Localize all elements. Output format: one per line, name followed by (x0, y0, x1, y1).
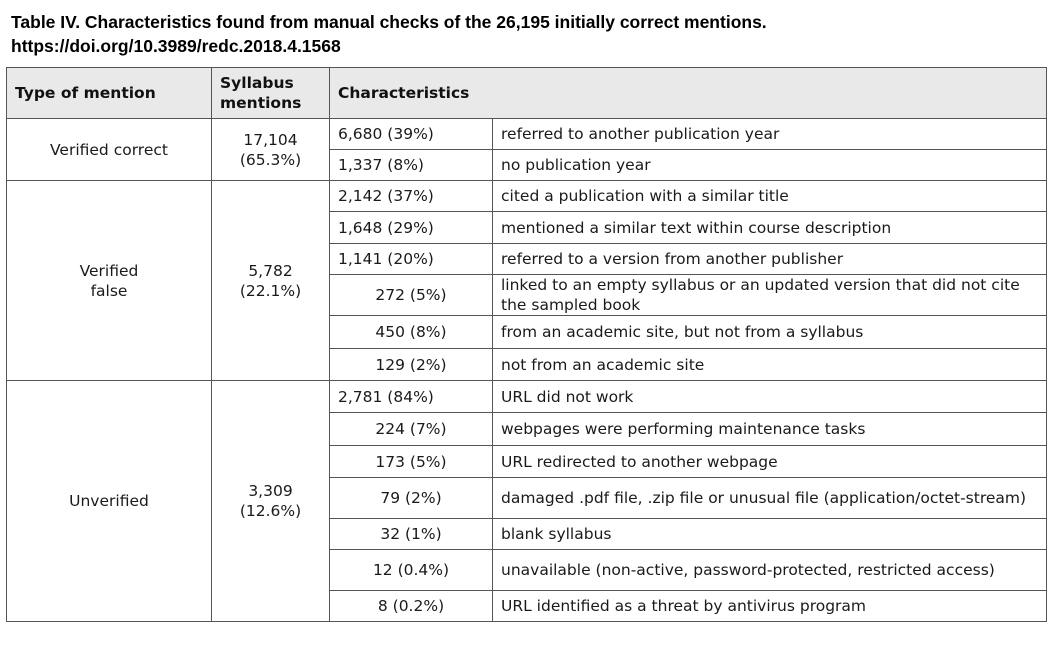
characteristic-description: blank syllabus (492, 518, 1047, 550)
characteristic-description: URL redirected to another webpage (492, 445, 1047, 478)
characteristic-description: no publication year (492, 149, 1047, 181)
syllabus-cell-verified-false: 5,782 (22.1%) (211, 180, 330, 381)
table-row: 8 (0.2%) URL identified as a threat by a… (7, 590, 1047, 622)
table-row: Unverified 3,309 (12.6%) 2,781 (84%) URL… (6, 380, 1047, 622)
table-row: 1,648 (29%) mentioned a similar text wit… (7, 211, 1047, 244)
type-label: Unverified (69, 492, 149, 510)
type-cell-verified-false: Verified false (6, 180, 212, 381)
characteristic-value: 1,337 (8%) (329, 149, 493, 181)
table-row: 1,337 (8%) no publication year (7, 149, 1047, 181)
characteristic-value: 272 (5%) (329, 274, 493, 316)
characteristic-description: unavailable (non-active, password-protec… (492, 549, 1047, 591)
syllabus-percent: (65.3%) (239, 150, 302, 169)
syllabus-count: 5,782 (248, 261, 293, 280)
characteristic-description: URL identified as a threat by antivirus … (492, 590, 1047, 622)
table-row: 32 (1%) blank syllabus (7, 518, 1047, 550)
syllabus-percent: (12.6%) (239, 502, 302, 520)
header-syllabus-line2: mentions (220, 94, 302, 112)
header-syllabus-line1: Syllabus (220, 74, 294, 92)
header-row: Type of mention Syllabus mentions Charac… (6, 67, 1047, 119)
table-row: Verified false 5,782 (22.1%) 2,142 (37%)… (6, 180, 1047, 381)
table-row: 272 (5%) linked to an empty syllabus or … (7, 274, 1047, 316)
characteristic-description: linked to an empty syllabus or an update… (492, 274, 1047, 316)
syllabus-count: 17,104 (243, 130, 298, 149)
type-cell-verified-correct: Verified correct (6, 118, 212, 181)
characteristic-description: mentioned a similar text within course d… (492, 211, 1047, 244)
caption-title: Table IV. Characteristics found from man… (11, 12, 767, 32)
type-label: Verified correct (50, 140, 168, 159)
type-label: Verified (79, 261, 139, 280)
type-cell-unverified: Unverified (6, 380, 212, 622)
characteristic-description: cited a publication with a similar title (492, 180, 1047, 212)
syllabus-cell-unverified: 3,309 (12.6%) (211, 380, 330, 622)
characteristic-value: 79 (2%) (329, 477, 493, 519)
characteristic-description: referred to a version from another publi… (492, 243, 1047, 275)
characteristic-description: URL did not work (492, 380, 1047, 413)
type-label-line2: false (90, 281, 128, 300)
table-row: 12 (0.4%) unavailable (non-active, passw… (7, 549, 1047, 591)
characteristic-value: 173 (5%) (329, 445, 493, 478)
characteristic-description: from an academic site, but not from a sy… (492, 315, 1047, 349)
characteristic-description: damaged .pdf file, .zip file or unusual … (492, 477, 1047, 519)
characteristic-description: not from an academic site (492, 348, 1047, 381)
characteristic-value: 1,648 (29%) (329, 211, 493, 244)
characteristic-value: 32 (1%) (329, 518, 493, 550)
characteristic-value: 8 (0.2%) (329, 590, 493, 622)
characteristic-value: 129 (2%) (329, 348, 493, 381)
syllabus-cell-verified-correct: 17,104 (65.3%) (211, 118, 330, 181)
header-characteristics: Characteristics (329, 67, 1047, 119)
table-row: 129 (2%) not from an academic site (7, 348, 1047, 381)
characteristic-description: webpages were performing maintenance tas… (492, 412, 1047, 446)
table-row: 1,141 (20%) referred to a version from a… (7, 243, 1047, 275)
syllabus-percent: (22.1%) (239, 281, 302, 300)
table-row: 173 (5%) URL redirected to another webpa… (7, 445, 1047, 478)
characteristic-value: 6,680 (39%) (329, 118, 493, 150)
characteristic-value: 2,781 (84%) (329, 380, 493, 413)
characteristic-value: 1,141 (20%) (329, 243, 493, 275)
table-row: Verified correct 17,104 (65.3%) 6,680 (3… (6, 118, 1047, 181)
header-type-of-mention: Type of mention (6, 67, 212, 119)
characteristic-value: 12 (0.4%) (329, 549, 493, 591)
characteristics-table: Type of mention Syllabus mentions Charac… (6, 67, 1047, 622)
caption-doi: https://doi.org/10.3989/redc.2018.4.1568 (11, 36, 341, 56)
characteristic-description: referred to another publication year (492, 118, 1047, 150)
header-syllabus-mentions: Syllabus mentions (211, 67, 330, 119)
characteristic-value: 450 (8%) (329, 315, 493, 349)
syllabus-count: 3,309 (248, 482, 293, 500)
table-caption: Table IV. Characteristics found from man… (11, 10, 1051, 58)
characteristic-value: 2,142 (37%) (329, 180, 493, 212)
characteristic-value: 224 (7%) (329, 412, 493, 446)
